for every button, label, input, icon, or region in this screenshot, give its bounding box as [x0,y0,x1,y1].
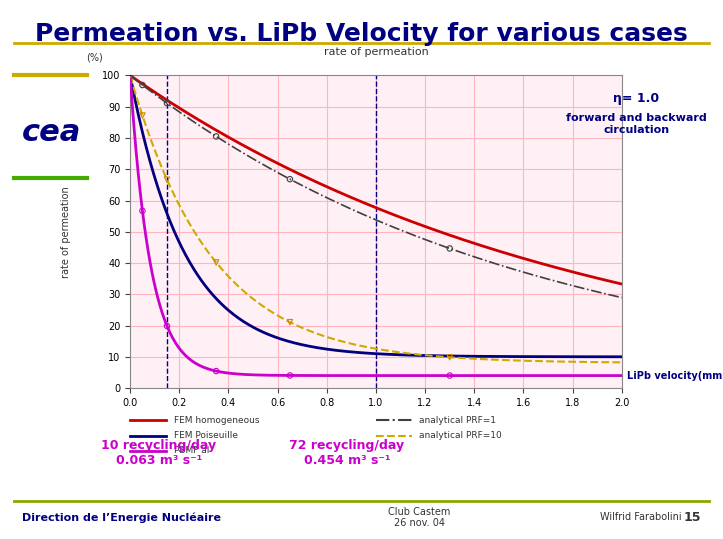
Point [137,111,148,120]
Point [161,99,173,108]
Point [161,175,173,184]
Text: analytical PRF=1: analytical PRF=1 [419,416,497,425]
Text: η= 1.0: η= 1.0 [613,92,659,105]
Point [210,132,222,141]
Point [210,258,222,267]
Text: Club Castem
26 nov. 04: Club Castem 26 nov. 04 [388,507,450,528]
Text: cea: cea [22,118,81,147]
Text: Direction de l’Energie Nucléaire: Direction de l’Energie Nucléaire [22,512,221,523]
Text: FEM Poiseuille: FEM Poiseuille [174,431,238,440]
Text: Permeation vs. LiPb Velocity for various cases: Permeation vs. LiPb Velocity for various… [35,22,688,46]
Point [444,371,455,380]
Text: 15: 15 [684,511,701,524]
Text: analytical PRF=10: analytical PRF=10 [419,431,502,440]
Point [284,318,296,327]
Point [137,206,148,215]
Text: 10 recycling/day
0.063 m³ s⁻¹: 10 recycling/day 0.063 m³ s⁻¹ [101,439,217,467]
Text: PBMF al: PBMF al [174,446,209,455]
Text: LiPb velocity(mm s⁻¹): LiPb velocity(mm s⁻¹) [627,371,723,381]
Text: rate of permeation: rate of permeation [324,47,428,57]
Point [137,81,148,89]
Point [284,175,296,183]
Text: 72 recycling/day
0.454 m³ s⁻¹: 72 recycling/day 0.454 m³ s⁻¹ [289,439,405,467]
Text: (%): (%) [86,53,103,63]
Text: FEM homogeneous: FEM homogeneous [174,416,259,425]
Text: Wilfrid Farabolini: Wilfrid Farabolini [600,513,682,522]
Point [444,244,455,253]
Point [444,353,455,362]
Text: forward and backward
circulation: forward and backward circulation [566,113,706,135]
Point [161,322,173,330]
Point [210,367,222,375]
Text: rate of permeation: rate of permeation [61,186,72,278]
Point [284,371,296,380]
